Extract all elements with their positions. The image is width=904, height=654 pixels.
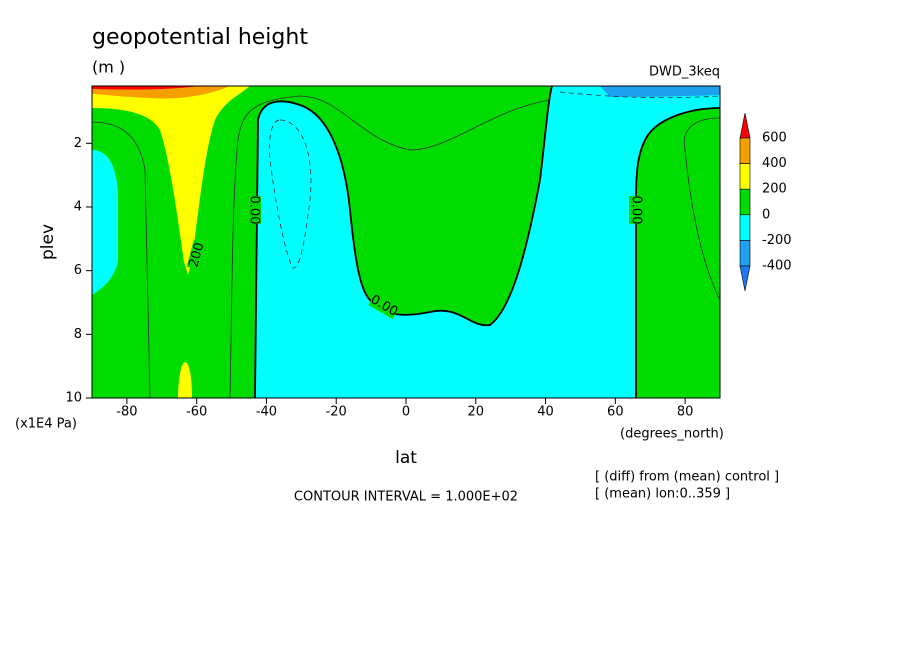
x-tick-label: 0 (402, 405, 410, 420)
colorbar-box (739, 137, 751, 164)
y-tick-label: 4 (74, 199, 82, 214)
region-cyan (92, 150, 118, 295)
contour-line (683, 117, 721, 301)
y-unit-label: (x1E4 Pa) (15, 417, 77, 432)
x-tick-label: 80 (677, 405, 694, 420)
x-tick-label: 40 (537, 405, 554, 420)
colorbar-arrow (739, 265, 751, 292)
colorbar-label: -200 (762, 233, 792, 248)
region-yellow (178, 362, 192, 398)
contour-label-bg (247, 196, 261, 224)
contour-label: 0.00 (629, 196, 644, 225)
units: (m ) (92, 58, 125, 77)
contour-line (229, 95, 551, 399)
contour-plot (91, 85, 721, 399)
contour-label: 200 (187, 241, 208, 269)
region-cyan (255, 86, 720, 398)
colorbar-box (739, 214, 751, 241)
contour-line (91, 121, 151, 399)
contour-label: 0.00 (247, 196, 262, 225)
colorbar-label: 400 (762, 156, 787, 171)
footer: CONTOUR INTERVAL = 1.000E+02 (294, 490, 518, 505)
y-tick-label: 8 (74, 327, 82, 342)
contour-line (559, 91, 721, 99)
y-tick-label: 10 (65, 391, 82, 406)
contour-line (254, 85, 721, 399)
colorbar-box (739, 163, 751, 190)
colorbar-label: 0 (762, 207, 770, 222)
region-red (92, 86, 200, 90)
dataset-label: DWD_3keq (649, 65, 720, 80)
colorbar-label: 200 (762, 182, 787, 197)
x-tick-label: -20 (326, 405, 347, 420)
x-tick-label: -40 (256, 405, 277, 420)
colorbar-box (739, 188, 751, 216)
colorbar-label: -400 (762, 259, 792, 274)
chart-title: geopotential height (92, 25, 308, 50)
note: [ (mean) lon:0..359 ] (595, 487, 730, 502)
contour-line (269, 119, 312, 269)
x-tick-label: 60 (607, 405, 624, 420)
y-axis-label: plev (38, 224, 58, 260)
x-tick-label: 20 (468, 405, 485, 420)
x-unit-label: (degrees_north) (620, 427, 724, 442)
x-axis-label: lat (395, 448, 417, 468)
contour-label-bg (186, 239, 208, 271)
note: [ (diff) from (mean) control ] (595, 470, 779, 485)
contour-label-bg (629, 196, 643, 224)
region-yellow (92, 86, 250, 275)
x-tick-label: -80 (116, 405, 137, 420)
colorbar-box (739, 240, 751, 267)
region-blue (600, 86, 720, 97)
y-tick-label: 6 (74, 263, 82, 278)
x-tick-label: -60 (186, 405, 207, 420)
contour-label-bg (368, 292, 400, 320)
y-tick-label: 2 (74, 136, 82, 151)
colorbar-label: 600 (762, 131, 787, 146)
